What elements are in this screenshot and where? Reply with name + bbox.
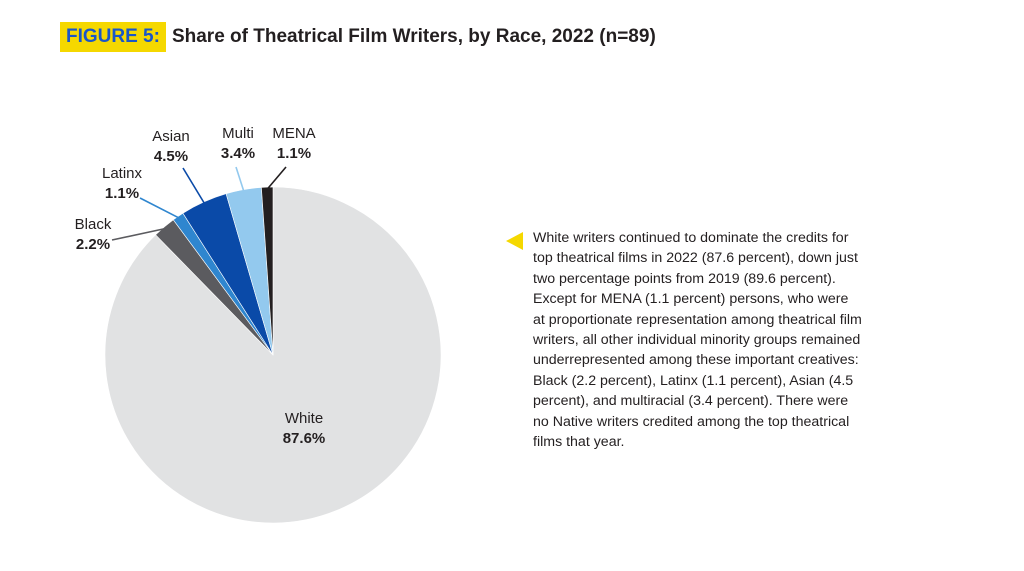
slice-labels: White 87.6% Black 2.2% Latinx 1.1% Asian 4.5% Mu… bbox=[75, 125, 326, 447]
leader-line-mena bbox=[266, 166, 287, 190]
pointer-arrow-icon bbox=[506, 232, 523, 250]
leader-line-black bbox=[111, 227, 166, 241]
slice-value-mena: 1.1% bbox=[277, 145, 311, 162]
slice-value-asian: 4.5% bbox=[154, 148, 188, 165]
slice-value-latinx: 1.1% bbox=[105, 185, 139, 202]
slice-value-black: 2.2% bbox=[76, 236, 110, 253]
figure-number-tag: FIGURE 5: bbox=[60, 22, 166, 52]
slice-label-asian: Asian bbox=[152, 128, 190, 145]
slice-label-mena: MENA bbox=[272, 125, 315, 142]
pie-slice-mena bbox=[261, 186, 274, 356]
figure-title: Share of Theatrical Film Writers, by Rac… bbox=[171, 26, 656, 47]
leader-lines bbox=[111, 166, 287, 241]
pie-slices bbox=[104, 186, 442, 524]
leader-line-asian bbox=[182, 167, 206, 205]
annotation-text: White writers continued to dominate the … bbox=[533, 230, 862, 451]
slice-label-latinx: Latinx bbox=[102, 165, 143, 182]
leader-line-multi bbox=[235, 166, 245, 192]
figure-header: FIGURE 5: Share of Theatrical Film Write… bbox=[60, 22, 656, 52]
slice-label-white: White bbox=[285, 410, 323, 427]
slice-label-black: Black bbox=[75, 216, 112, 233]
slice-label-multi: Multi bbox=[222, 125, 254, 142]
slice-value-white: 87.6% bbox=[283, 430, 326, 447]
leader-line-latinx bbox=[139, 197, 180, 219]
slice-value-multi: 3.4% bbox=[221, 145, 255, 162]
